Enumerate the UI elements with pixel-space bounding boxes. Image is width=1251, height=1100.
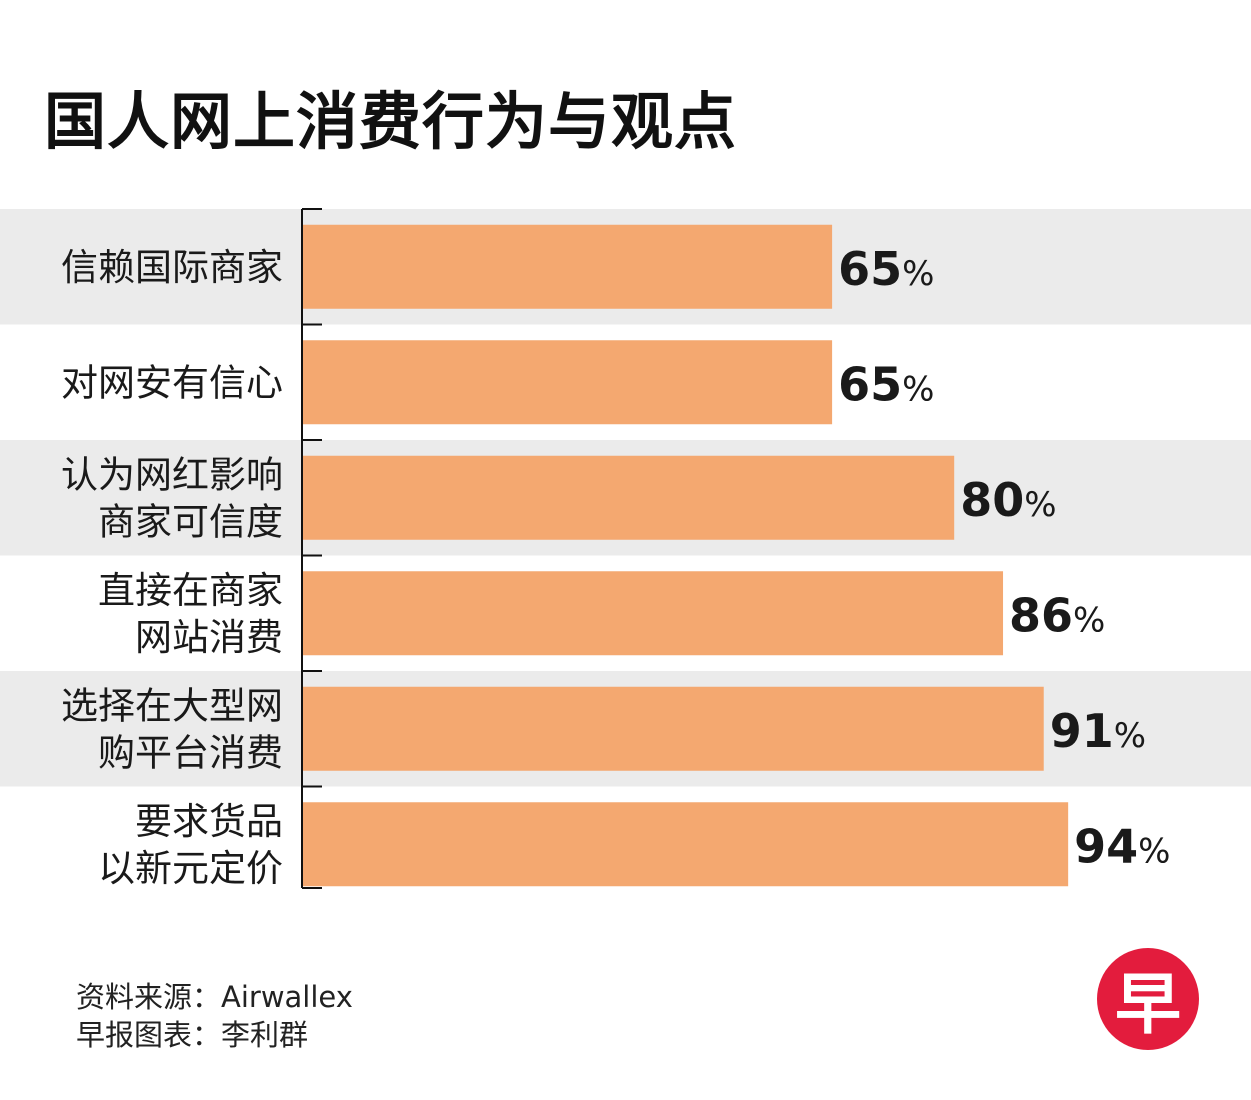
category-label: 要求货品 <box>135 800 283 843</box>
value-labels: 65% 65% 80% 86% 91% 94% <box>838 242 1170 874</box>
bar <box>303 455 955 540</box>
value-label: 65% <box>838 357 934 411</box>
category-label: 直接在商家 <box>98 569 283 612</box>
category-label: 信赖国际商家 <box>61 246 283 289</box>
category-label: 选择在大型网 <box>61 684 283 727</box>
category-label: 以新元定价 <box>98 847 283 890</box>
bar <box>303 802 1069 887</box>
category-label: 商家可信度 <box>98 500 283 543</box>
bar-chart: 信赖国际商家对网安有信心认为网红影响商家可信度直接在商家网站消费选择在大型网购平… <box>0 208 1251 890</box>
bars <box>303 224 1069 887</box>
value-label: 91% <box>1050 704 1146 758</box>
credit-note: 早报图表：李利群 <box>76 1018 309 1052</box>
y-axis <box>301 208 322 889</box>
category-label: 购平台消费 <box>98 731 283 774</box>
bar <box>303 340 833 425</box>
bar <box>303 224 833 309</box>
bar <box>303 686 1044 771</box>
value-label: 80% <box>960 473 1056 527</box>
chart-title: 国人网上消费行为与观点 <box>44 85 738 158</box>
value-label: 65% <box>838 242 934 296</box>
zaobao-logo: 早 <box>1097 948 1199 1050</box>
category-label: 认为网红影响 <box>61 453 283 496</box>
value-label: 94% <box>1074 819 1170 873</box>
bar <box>303 571 1004 656</box>
category-labels: 信赖国际商家对网安有信心认为网红影响商家可信度直接在商家网站消费选择在大型网购平… <box>61 246 283 890</box>
value-label: 86% <box>1009 588 1105 642</box>
category-label: 网站消费 <box>135 616 283 659</box>
category-label: 对网安有信心 <box>61 361 283 404</box>
source-note: 资料来源：Airwallex <box>76 980 353 1014</box>
